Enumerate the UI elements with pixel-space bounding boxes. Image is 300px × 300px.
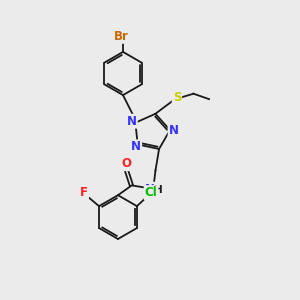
Text: S: S <box>173 91 181 104</box>
Text: O: O <box>121 157 131 170</box>
Text: N: N <box>145 183 155 196</box>
Text: N: N <box>131 140 141 153</box>
Text: Cl: Cl <box>145 186 158 199</box>
Text: H: H <box>154 185 163 195</box>
Text: Br: Br <box>114 30 129 43</box>
Text: N: N <box>127 115 137 128</box>
Text: F: F <box>80 186 88 199</box>
Text: N: N <box>169 124 178 136</box>
